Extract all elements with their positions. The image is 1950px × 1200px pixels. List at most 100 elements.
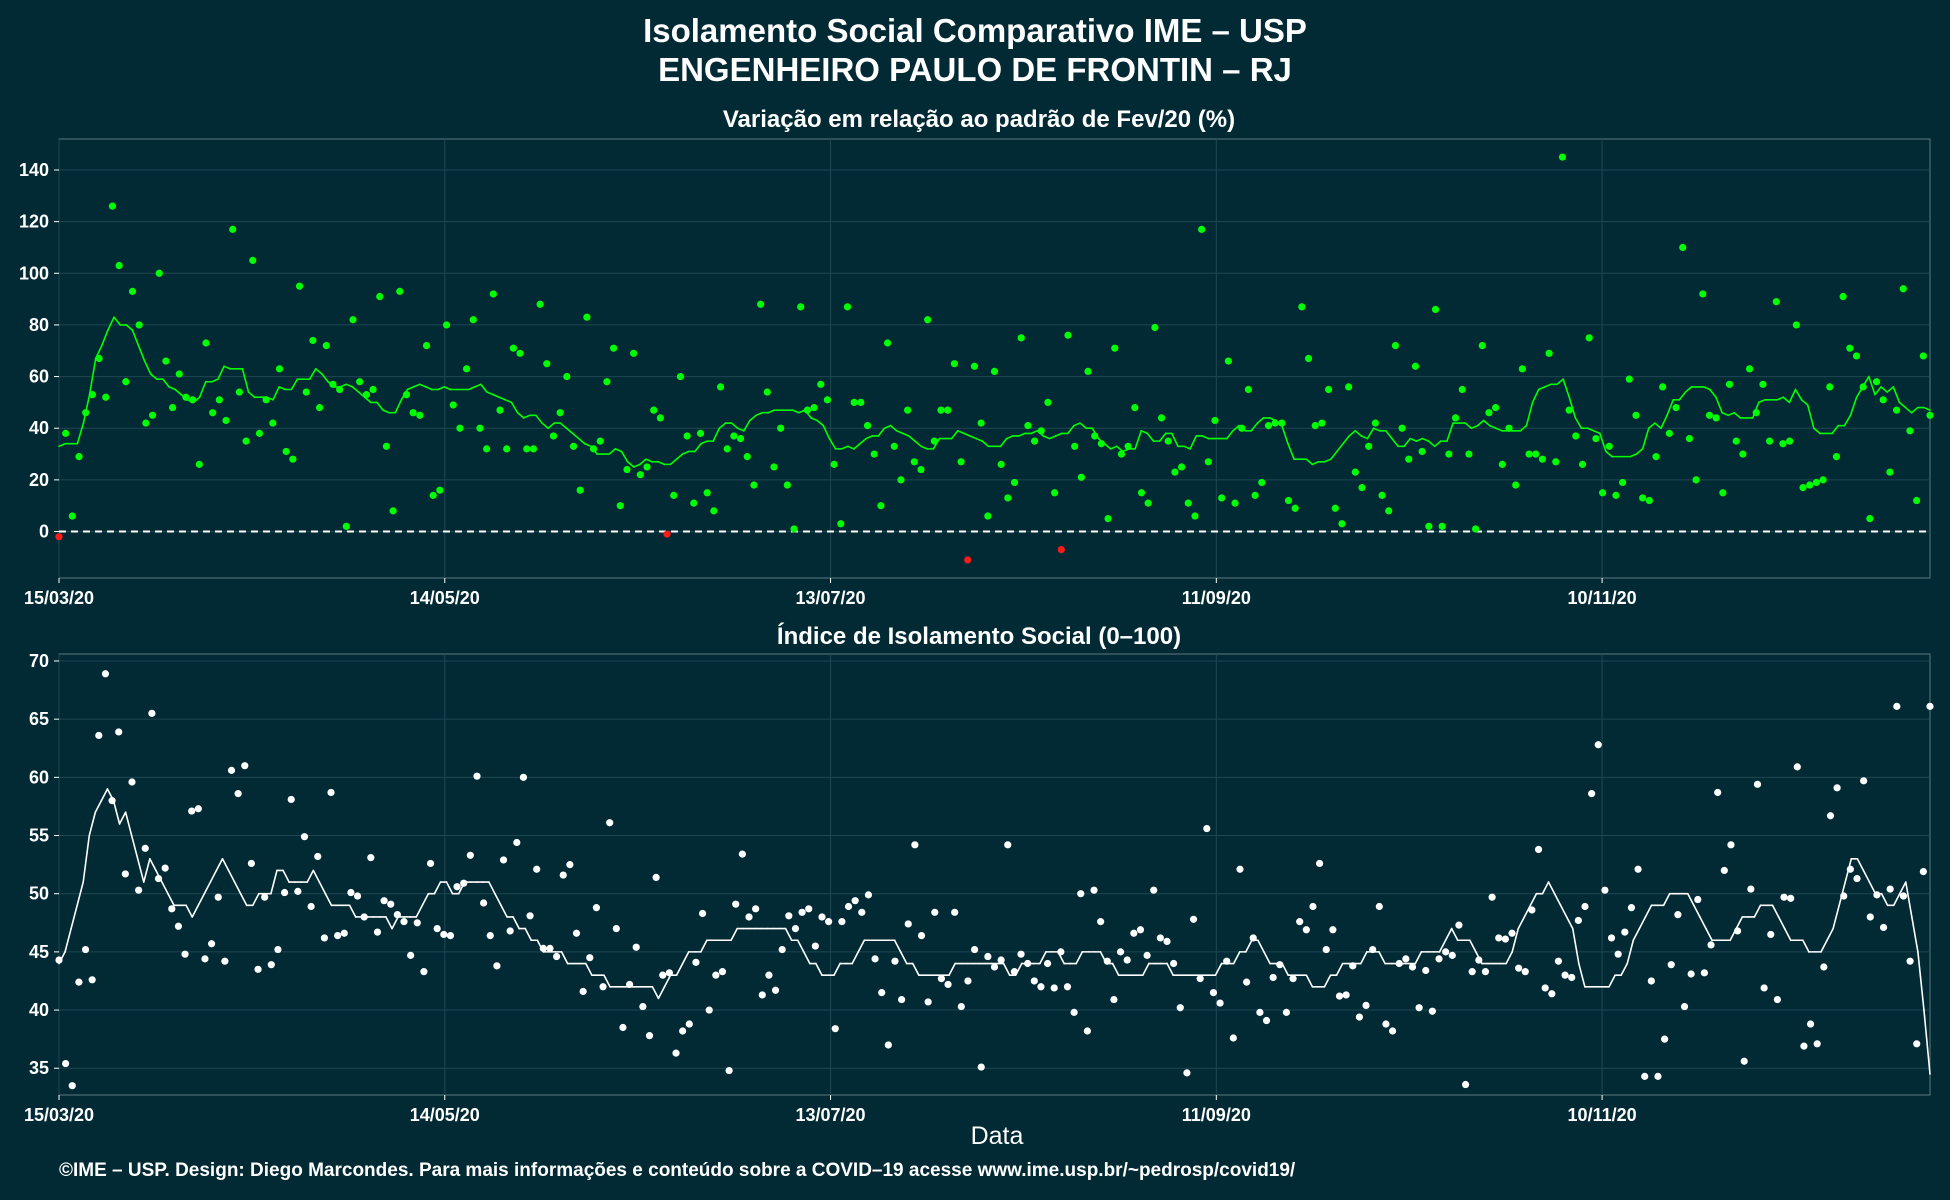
isolation-index-data-point — [1733, 927, 1742, 935]
variation-data-point — [309, 336, 317, 345]
variation-data-point — [1398, 424, 1406, 432]
variation-data-point — [1064, 331, 1072, 339]
isolation-index-data-point — [1694, 895, 1702, 904]
isolation-index-moving-average-segment — [512, 916, 520, 930]
isolation-index-data-point — [1329, 926, 1337, 934]
isolation-index-moving-average-segment — [421, 892, 430, 907]
variation-data-point — [897, 476, 905, 484]
variation-data-point — [777, 424, 785, 432]
variation-moving-average-segment — [791, 409, 800, 414]
isolation-index-data-point — [1316, 859, 1324, 868]
variation-data-point — [1913, 496, 1921, 505]
variation-data-point — [442, 321, 451, 329]
variation-moving-average-segment — [1146, 432, 1155, 442]
variation-panel: 15/03/20 14/05/20 13/07/20 11/09/20 10/11/20… — [19, 106, 1934, 608]
variation-data-point — [1304, 354, 1313, 363]
isolation-index-data-point — [579, 987, 587, 996]
variation-data-point — [1124, 442, 1132, 450]
variation-moving-average-segment — [88, 357, 97, 396]
isolation-index-data-point — [911, 841, 919, 849]
variation-data-point — [757, 300, 765, 308]
variation-moving-average-segment — [755, 411, 763, 417]
isolation-index-data-point — [1422, 966, 1430, 975]
variation-data-point — [1739, 450, 1747, 458]
isolation-index-data-point — [1826, 812, 1835, 820]
isolation-index-data-point — [1375, 902, 1383, 911]
isolation-index-moving-average-segment — [391, 916, 399, 930]
isolation-index-moving-average-segment — [1469, 939, 1477, 953]
variation-data-point — [1385, 507, 1393, 515]
isolation-index-data-point — [88, 976, 96, 984]
variation-moving-average-segment — [1415, 437, 1424, 442]
isolation-index-data-point — [533, 865, 541, 873]
isolation-index-data-point — [128, 778, 136, 786]
variation-data-point — [1111, 344, 1119, 352]
isolation-index-data-point — [373, 928, 382, 936]
isolation-index-data-point — [174, 922, 183, 930]
isolation-index-data-point — [951, 908, 959, 916]
variation-data-point — [803, 406, 812, 414]
variation-data-point — [817, 380, 825, 388]
isolation-index-data-point — [612, 925, 620, 933]
variation-moving-average-segment — [999, 437, 1008, 448]
isolation-index-data-point — [1773, 995, 1782, 1004]
isolation-index-moving-average-segment — [1917, 951, 1925, 1011]
isolation-index-moving-average-segment — [488, 881, 496, 895]
isolation-index-x-tick-label: 14/05/20 — [410, 1105, 480, 1125]
isolation-index-data-point — [672, 1049, 680, 1057]
isolation-index-data-point — [592, 904, 601, 912]
variation-data-point — [950, 360, 959, 368]
isolation-index-data-point — [805, 905, 813, 913]
isolation-index-data-point — [1621, 928, 1629, 936]
variation-data-point — [924, 316, 932, 324]
isolation-index-moving-average-segment — [167, 892, 175, 907]
variation-moving-average-segment — [840, 445, 849, 450]
isolation-index-moving-average-segment — [1923, 1009, 1931, 1075]
variation-moving-average-segment — [290, 378, 299, 391]
variation-data-point — [790, 525, 798, 533]
variation-moving-average-segment — [382, 409, 390, 414]
variation-data-point — [209, 409, 217, 417]
isolation-index-data-point — [407, 951, 415, 959]
isolation-index-data-point — [75, 978, 83, 986]
isolation-index-moving-average-segment — [893, 939, 902, 953]
isolation-index-data-point — [1150, 886, 1158, 894]
variation-moving-average-segment — [1647, 422, 1656, 430]
variation-data-point — [1592, 434, 1600, 443]
variation-moving-average-segment — [1562, 378, 1571, 399]
variation-data-point — [890, 442, 898, 450]
variation-data-point — [1719, 489, 1727, 497]
variation-data-point — [910, 458, 918, 466]
isolation-index-data-point — [811, 942, 819, 950]
variation-data-point — [1472, 525, 1480, 533]
variation-data-point — [449, 401, 457, 409]
variation-y-tick-label: 140 — [19, 160, 49, 180]
isolation-index-data-point — [320, 934, 328, 942]
variation-y-tick-label: 80 — [29, 315, 49, 335]
variation-moving-average-segment — [883, 424, 892, 430]
isolation-index-data-point — [413, 919, 421, 927]
variation-data-point — [1258, 478, 1266, 487]
isolation-index-x-tick-label: 13/07/20 — [796, 1105, 866, 1125]
isolation-index-data-point — [1820, 963, 1828, 971]
isolation-index-data-point — [1229, 1034, 1237, 1042]
variation-data-point — [1157, 414, 1166, 422]
variation-data-point — [576, 486, 584, 494]
isolation-index-data-point — [300, 833, 309, 841]
isolation-index-moving-average-segment — [221, 857, 230, 872]
isolation-index-data-point — [1223, 957, 1231, 965]
variation-data-point — [55, 533, 63, 541]
isolation-index-data-point — [1793, 763, 1801, 771]
variation-data-point — [1485, 409, 1493, 417]
variation-data-point — [369, 385, 377, 394]
isolation-index-data-point — [1203, 824, 1211, 833]
variation-data-point — [262, 396, 270, 404]
isolation-index-data-point — [586, 954, 594, 962]
variation-data-point — [710, 507, 718, 515]
isolation-index-data-point — [480, 899, 488, 907]
variation-data-point — [496, 406, 504, 414]
isolation-index-moving-average-segment — [118, 811, 127, 825]
variation-moving-average-segment — [1721, 411, 1730, 417]
variation-x-tick-label: 13/07/20 — [796, 588, 866, 608]
variation-data-point — [1679, 243, 1687, 252]
